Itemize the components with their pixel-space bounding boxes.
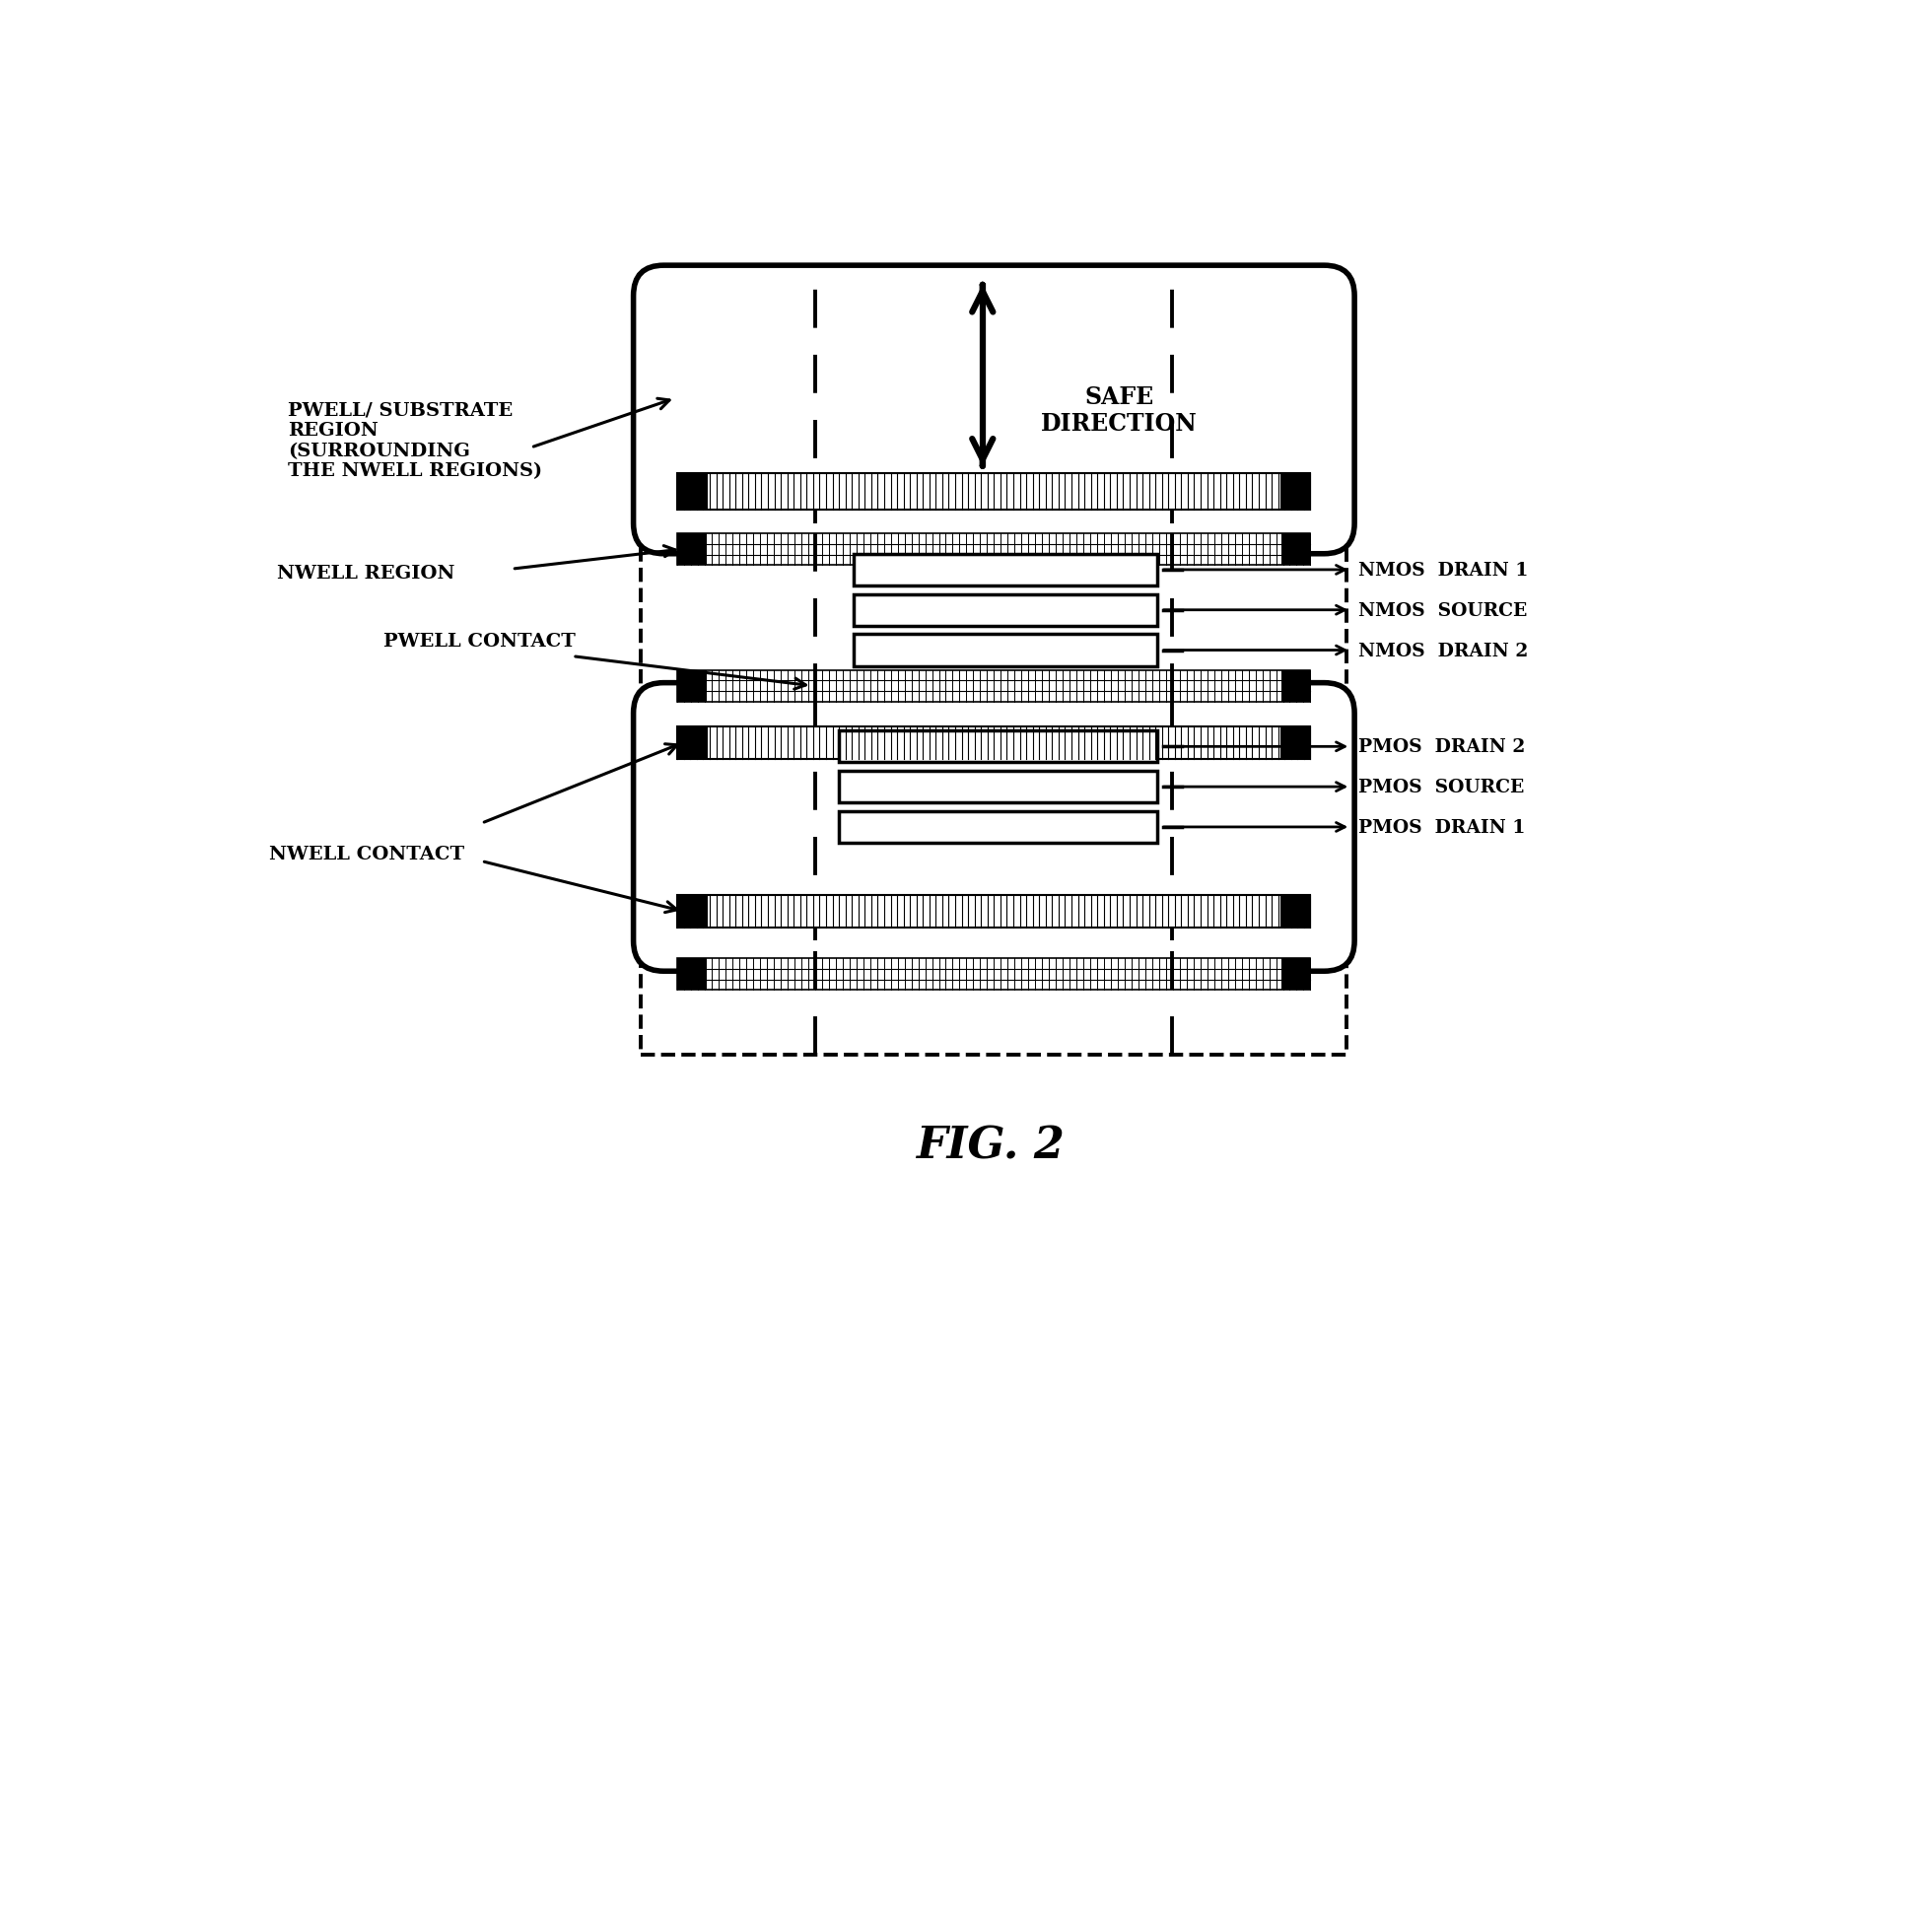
Bar [678, 474, 707, 511]
Bar [1281, 726, 1310, 759]
Bar [678, 896, 707, 927]
Text: PMOS  DRAIN 1: PMOS DRAIN 1 [1358, 819, 1524, 836]
Bar [678, 671, 707, 701]
Bar [678, 671, 1310, 701]
Bar [854, 634, 1157, 667]
Text: NMOS  DRAIN 2: NMOS DRAIN 2 [1358, 642, 1528, 659]
Text: PMOS  SOURCE: PMOS SOURCE [1358, 779, 1524, 796]
FancyBboxPatch shape [634, 684, 1354, 971]
Bar [854, 555, 1157, 586]
Bar [678, 474, 1310, 511]
Bar [678, 896, 1310, 927]
Text: PWELL/ SUBSTRATE
REGION
(SURROUNDING
THE NWELL REGIONS): PWELL/ SUBSTRATE REGION (SURROUNDING THE… [288, 401, 543, 480]
FancyBboxPatch shape [634, 266, 1354, 555]
Bar [1281, 671, 1310, 701]
Bar [838, 811, 1157, 844]
Bar [678, 960, 707, 990]
Text: PWELL CONTACT: PWELL CONTACT [383, 632, 576, 651]
Text: NWELL CONTACT: NWELL CONTACT [269, 846, 464, 863]
Text: NMOS  SOURCE: NMOS SOURCE [1358, 601, 1526, 619]
Bar [1281, 960, 1310, 990]
Bar [678, 726, 707, 759]
Bar [1281, 896, 1310, 927]
Bar [678, 726, 1310, 759]
Text: FIG. 2: FIG. 2 [916, 1125, 1065, 1168]
Text: NWELL REGION: NWELL REGION [276, 565, 454, 582]
Text: SAFE
DIRECTION: SAFE DIRECTION [1041, 385, 1198, 436]
Bar [838, 771, 1157, 804]
Bar [1281, 534, 1310, 567]
Bar [678, 960, 1310, 990]
Bar [678, 534, 1310, 567]
Bar [838, 730, 1157, 763]
Bar [678, 534, 707, 567]
Text: PMOS  DRAIN 2: PMOS DRAIN 2 [1358, 738, 1524, 755]
Text: NMOS  DRAIN 1: NMOS DRAIN 1 [1358, 561, 1528, 580]
Bar [854, 595, 1157, 626]
Bar [1281, 474, 1310, 511]
